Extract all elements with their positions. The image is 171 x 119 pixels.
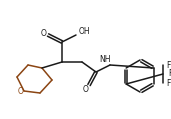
Text: F: F bbox=[168, 69, 171, 79]
Text: F: F bbox=[166, 79, 170, 87]
Text: O: O bbox=[41, 30, 47, 39]
Text: F: F bbox=[166, 60, 170, 69]
Text: NH: NH bbox=[99, 55, 111, 64]
Text: O: O bbox=[83, 85, 89, 94]
Text: OH: OH bbox=[79, 27, 91, 35]
Text: O: O bbox=[18, 87, 24, 97]
